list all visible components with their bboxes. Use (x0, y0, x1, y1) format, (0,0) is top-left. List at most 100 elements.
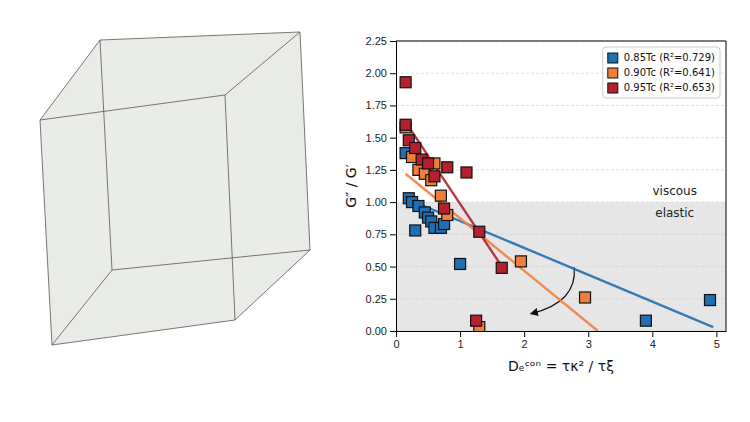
legend-label: 0.90Tc (R²=0.641) (624, 67, 715, 78)
data-point (474, 226, 485, 237)
x-tick: 4 (650, 331, 656, 350)
data-point (442, 162, 453, 173)
y-tick: 1.50 (366, 132, 396, 144)
y-tick: 1.25 (366, 164, 396, 176)
x-tick: 0 (393, 331, 399, 350)
annotation: viscous (652, 184, 696, 198)
tick-mark (390, 105, 396, 106)
y-tick: 0.25 (366, 293, 396, 305)
box-edge (112, 250, 310, 270)
axis-line (397, 331, 727, 332)
data-point (400, 119, 411, 130)
data-point (515, 256, 526, 267)
tick-mark (652, 331, 653, 337)
box-edge (225, 95, 235, 320)
legend-swatch (608, 83, 618, 93)
box-edge (235, 250, 310, 320)
tick-label: 0.75 (366, 228, 387, 240)
tick-label: 5 (714, 338, 720, 350)
tick-label: 1.25 (366, 164, 387, 176)
tick-mark (390, 41, 396, 42)
tick-mark (390, 299, 396, 300)
tick-mark (390, 73, 396, 74)
y-tick: 1.75 (366, 99, 396, 111)
data-point (410, 225, 421, 236)
grid-line (396, 298, 726, 299)
box-edge (40, 120, 52, 345)
tick-label: 0.00 (366, 325, 387, 337)
tick-mark (390, 267, 396, 268)
plot-frame (396, 41, 726, 331)
tick-label: 0.25 (366, 293, 387, 305)
marks (400, 77, 715, 331)
data-point (580, 292, 591, 303)
simulation-box (40, 32, 310, 345)
grid-line (396, 105, 726, 106)
tick-mark (390, 331, 396, 332)
legend-box (603, 47, 720, 98)
legend-label: 0.95Tc (R²=0.653) (624, 82, 715, 93)
box-edge (52, 270, 112, 345)
x-axis-title: Dₑᶜᵒⁿ = τκ² / τξ (508, 358, 614, 374)
tick-mark (588, 331, 589, 337)
legend-label: 0.85Tc (R²=0.729) (624, 52, 715, 63)
tick-label: 1.00 (366, 196, 387, 208)
tick-label: 3 (586, 338, 592, 350)
data-point (455, 258, 466, 269)
fit-line (406, 198, 714, 327)
tick-label: 2.25 (366, 35, 387, 47)
grid (396, 41, 726, 331)
y-tick: 2.00 (366, 67, 396, 79)
y-axis-title: G″ / G′ (343, 164, 359, 208)
tick-label: 0 (393, 338, 399, 350)
data-point (704, 295, 715, 306)
box-edge (225, 32, 300, 95)
box-edge (40, 95, 225, 120)
grid-line (396, 331, 726, 332)
axis-line (396, 42, 397, 332)
box-fill (40, 32, 310, 345)
data-point (439, 203, 450, 214)
legend-swatch (608, 68, 618, 78)
canvas: viscous elastic 0 1 2 3 4 5 0.00 0.25 0.50 0.75 1.00… (0, 0, 750, 422)
box-edge (52, 320, 235, 345)
y-tick: 0.75 (366, 228, 396, 240)
tick-mark (390, 234, 396, 235)
legend: 0.85Tc (R²=0.729) 0.90Tc (R²=0.641) 0.95Tc… (603, 47, 720, 98)
data-point (423, 158, 434, 169)
tick-mark (390, 202, 396, 203)
x-tick: 3 (586, 331, 592, 350)
tick-label: 1.75 (366, 99, 387, 111)
tick-mark (390, 170, 396, 171)
box-edge (100, 40, 112, 270)
annotation: elastic (655, 206, 694, 220)
tick-label: 1 (458, 338, 464, 350)
box-edge (40, 40, 100, 120)
fit-line (406, 174, 598, 331)
tick-mark (390, 138, 396, 139)
y-axis: 0.00 0.25 0.50 0.75 1.00 1.25 1.50 1.75 2.00 2.25 (366, 35, 397, 337)
fit-line (406, 122, 507, 273)
tick-mark (460, 331, 461, 337)
x-tick: 1 (458, 331, 464, 350)
data-point (496, 262, 507, 273)
annotations: viscous elastic (652, 184, 696, 220)
data-point (429, 171, 440, 182)
box-edge (300, 32, 310, 250)
grid-line (396, 137, 726, 138)
tick-label: 0.50 (366, 261, 387, 273)
tick-mark (524, 331, 525, 337)
tick-label: 2 (522, 338, 528, 350)
x-axis: 0 1 2 3 4 5 (393, 331, 726, 350)
y-tick: 2.25 (366, 35, 396, 47)
y-tick: 0.50 (366, 261, 396, 273)
x-tick: 5 (714, 331, 720, 350)
data-point (461, 167, 472, 178)
tick-label: 4 (650, 338, 656, 350)
data-point (400, 77, 411, 88)
data-point (410, 142, 421, 153)
x-tick: 2 (522, 331, 528, 350)
tick-label: 1.50 (366, 132, 387, 144)
y-tick: 1.00 (366, 196, 396, 208)
data-point (640, 315, 651, 326)
